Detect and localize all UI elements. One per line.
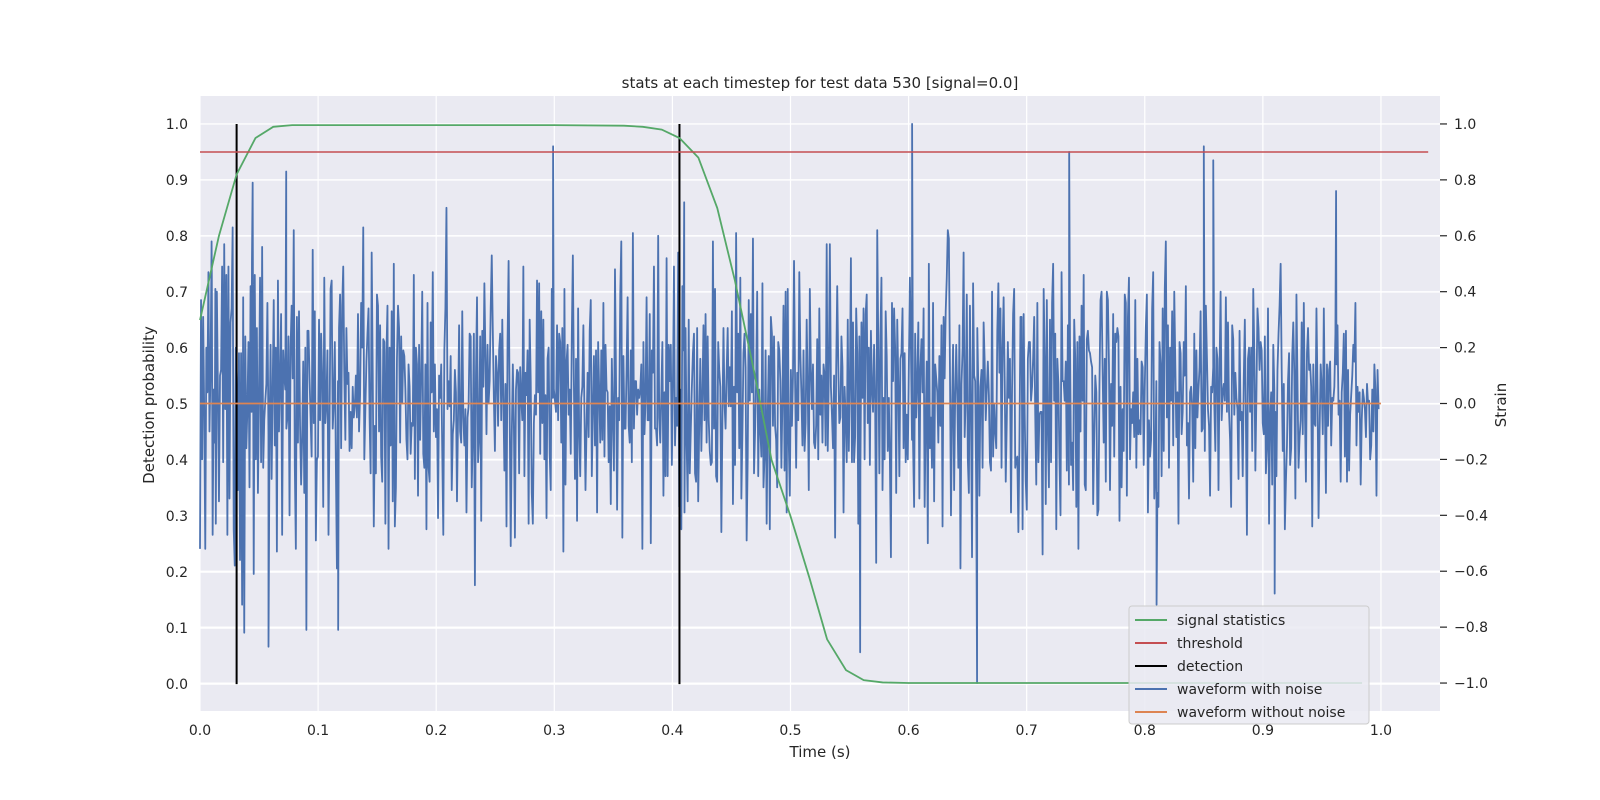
y-tick-label: 0.7 bbox=[166, 285, 188, 301]
x-axis-ticks: 0.0 0.1 0.2 0.3 0.4 0.5 0.6 0.7 0.8 0.9 1.0 bbox=[189, 723, 1392, 739]
y-tick-label: 0.1 bbox=[166, 621, 188, 637]
y2-tick-label: −0.4 bbox=[1454, 508, 1488, 524]
y-tick-label: 0.3 bbox=[166, 509, 188, 525]
y-tick-label: 0.2 bbox=[166, 565, 188, 581]
y-tick-label: 0.8 bbox=[166, 229, 188, 245]
legend-label: detection bbox=[1177, 659, 1243, 675]
series-waveform-with-noise bbox=[199, 123, 1380, 684]
y2-tick-label: 0.0 bbox=[1454, 397, 1476, 413]
y-axis-label: Detection probability bbox=[140, 326, 158, 484]
series-signal-statistics bbox=[199, 124, 1363, 684]
chart-title: stats at each timestep for test data 530… bbox=[622, 74, 1019, 92]
series-layer bbox=[199, 123, 1429, 685]
legend-label: waveform without noise bbox=[1177, 705, 1345, 721]
legend: signal statistics threshold detection wavef… bbox=[1128, 605, 1370, 725]
y2-tick-label: 0.6 bbox=[1454, 229, 1476, 245]
y2-tick-label: −0.8 bbox=[1454, 620, 1488, 636]
x-tick-label: 0.5 bbox=[779, 723, 801, 739]
y2-tick-label: 0.8 bbox=[1454, 173, 1476, 189]
x-tick-label: 0.2 bbox=[425, 723, 447, 739]
x-tick-label: 0.0 bbox=[189, 723, 211, 739]
x-tick-label: 0.6 bbox=[897, 723, 919, 739]
y2-tick-label: 1.0 bbox=[1454, 117, 1476, 133]
x-tick-label: 0.4 bbox=[661, 723, 683, 739]
y-tick-label: 1.0 bbox=[166, 117, 188, 133]
x-tick-label: 0.8 bbox=[1134, 723, 1156, 739]
y-tick-label: 0.5 bbox=[166, 397, 188, 413]
y2-axis-label: Strain bbox=[1492, 383, 1510, 427]
legend-box bbox=[1128, 605, 1370, 725]
y-tick-label: 0.6 bbox=[166, 341, 188, 357]
x-axis-label: Time (s) bbox=[789, 743, 851, 761]
y2-tick-label: −1.0 bbox=[1454, 676, 1488, 692]
x-tick-label: 0.3 bbox=[543, 723, 565, 739]
y2-axis-ticks: −1.0 −0.8 −0.6 −0.4 −0.2 0.0 0.2 0.4 0.6 0.8 1.0 bbox=[1440, 117, 1488, 692]
legend-label: waveform with noise bbox=[1177, 682, 1322, 698]
y-tick-label: 0.4 bbox=[166, 453, 188, 469]
x-tick-label: 0.9 bbox=[1252, 723, 1274, 739]
legend-label: threshold bbox=[1177, 636, 1243, 652]
x-tick-label: 0.1 bbox=[307, 723, 329, 739]
y-tick-label: 0.9 bbox=[166, 173, 188, 189]
y2-tick-label: −0.2 bbox=[1454, 452, 1488, 468]
y2-tick-label: 0.4 bbox=[1454, 285, 1476, 301]
y-axis-ticks: 0.0 0.1 0.2 0.3 0.4 0.5 0.6 0.7 0.8 0.9 1.0 bbox=[166, 117, 188, 693]
y2-tick-label: 0.2 bbox=[1454, 341, 1476, 357]
y-tick-label: 0.0 bbox=[166, 677, 188, 693]
x-tick-label: 0.7 bbox=[1016, 723, 1038, 739]
x-tick-label: 1.0 bbox=[1370, 723, 1392, 739]
legend-label: signal statistics bbox=[1177, 613, 1285, 629]
y2-tick-label: −0.6 bbox=[1454, 564, 1488, 580]
